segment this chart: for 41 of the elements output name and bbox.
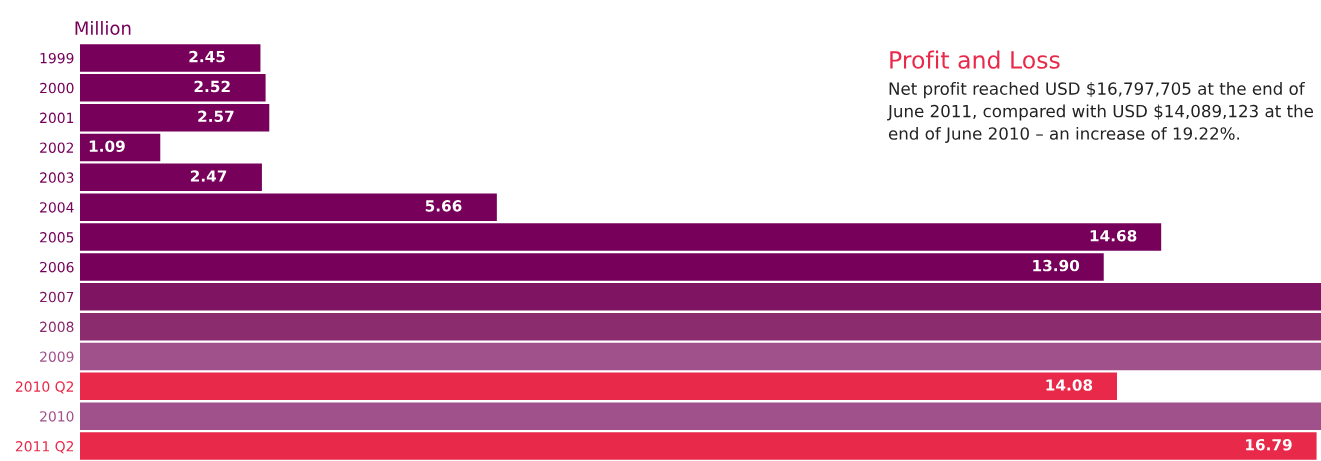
y-tick-label: 2010 Q2	[15, 381, 74, 394]
y-tick-label: 2004	[40, 202, 74, 213]
data-label: 14.08	[1046, 379, 1093, 391]
bar	[80, 312, 1321, 341]
bar	[80, 402, 1321, 430]
y-tick-label: 2010	[40, 411, 74, 422]
x-axis-title: Million	[75, 20, 131, 35]
y-tick-label: 2011 Q2	[15, 441, 74, 454]
y-tick-label: 2003	[40, 172, 74, 183]
bar	[80, 223, 1162, 251]
data-label: 5.66	[425, 200, 462, 212]
bar	[80, 372, 1117, 401]
y-tick-label: 2008	[40, 321, 74, 333]
data-label: 13.90	[1033, 259, 1080, 272]
bar	[80, 44, 261, 72]
chart-title: Profit and Loss	[890, 50, 1060, 69]
y-tick-label: 1999	[40, 52, 74, 64]
data-label: 2.57	[198, 110, 234, 123]
bar	[80, 163, 262, 192]
bar	[80, 133, 161, 162]
bar	[80, 253, 1104, 281]
bar	[80, 103, 270, 132]
data-label: 2.52	[194, 80, 230, 93]
y-tick-label: 2009	[40, 351, 74, 362]
y-tick-label: 2005	[40, 232, 74, 243]
bar	[80, 193, 497, 221]
data-label: 16.79	[1246, 438, 1292, 451]
bar	[80, 283, 1321, 311]
y-tick-label: 2000	[40, 82, 74, 94]
y-tick-label: 2002	[40, 142, 74, 153]
y-tick-label: 2007	[40, 291, 74, 303]
annotation: Net profit reached USD $16,797,705 at the end of June 2011, compared with USD $14,089,123 at the end of June 2010 – an increase of 19.22%.	[887, 82, 1314, 143]
bar	[80, 74, 266, 102]
bar	[80, 342, 1321, 371]
y-tick-label: 2006	[40, 261, 74, 273]
data-label: 14.68	[1090, 229, 1137, 242]
bar	[80, 432, 1317, 460]
y-tick-label: 2001	[40, 112, 74, 124]
data-label: 2.47	[190, 170, 227, 182]
data-label: 2.45	[189, 50, 225, 63]
data-label: 1.09	[89, 140, 125, 152]
